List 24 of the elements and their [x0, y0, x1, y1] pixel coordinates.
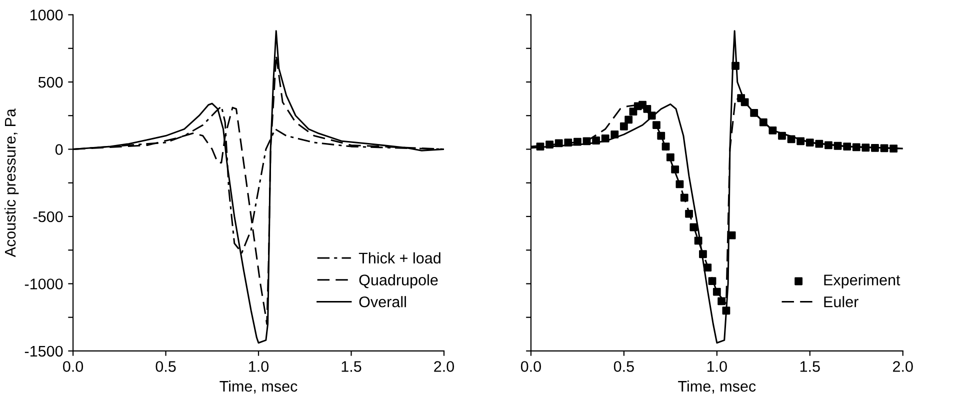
x-tick-label: 1.0	[707, 361, 727, 372]
legend-label: Euler	[824, 296, 858, 308]
legend-label: Overall	[359, 296, 406, 308]
x-tick-label: 0.0	[520, 361, 541, 372]
x-tick-label: 1.0	[249, 361, 269, 372]
y-tick-label: 1000	[30, 10, 63, 20]
x-axis-title: Time, msec	[220, 380, 298, 394]
x-tick-label: 1.5	[800, 361, 820, 372]
x-tick-label: 2.0	[434, 361, 454, 372]
y-axis-title: Acoustic pressure, Pa	[4, 108, 19, 258]
legend-label: Experiment	[824, 274, 900, 288]
y-tick-label: 0	[55, 144, 63, 155]
legend-label: Quadrupole	[359, 274, 438, 288]
x-tick-label: 0.5	[614, 361, 634, 372]
y-tick-label: -1500	[24, 346, 63, 357]
x-tick-label: 0.5	[156, 361, 176, 372]
y-tick-label: -500	[33, 211, 63, 222]
y-tick-label: -1000	[24, 278, 63, 290]
legend-label: Thick + load	[358, 252, 440, 264]
x-tick-label: 1.5	[342, 361, 362, 372]
x-axis-title: Time, msec	[678, 380, 756, 394]
x-tick-label: 2.0	[893, 361, 913, 372]
y-tick-label: 500	[38, 76, 63, 88]
x-tick-label: 0.0	[63, 361, 84, 372]
